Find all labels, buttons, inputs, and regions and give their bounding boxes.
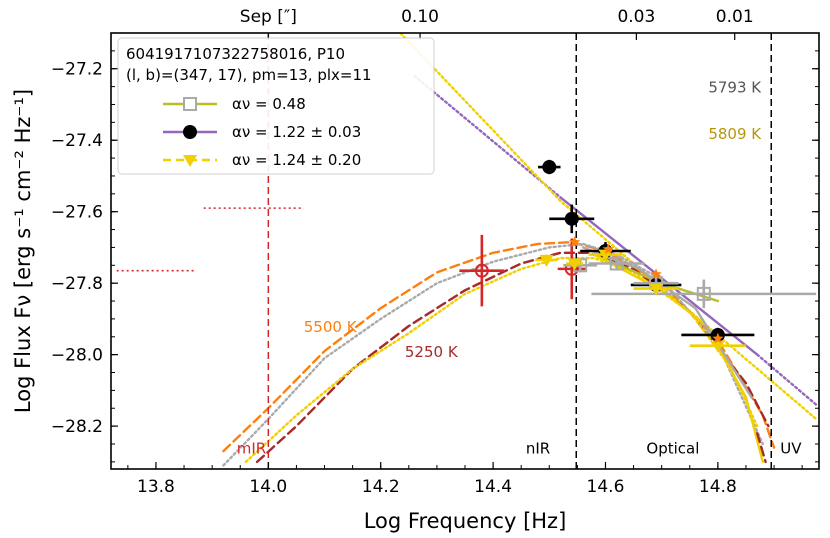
top-axis-title: Sep [″] — [240, 7, 297, 27]
legend-marker-1 — [183, 125, 197, 139]
red-open-circles-point-0 — [474, 263, 489, 278]
curve-darkred-bb-5250 — [255, 251, 770, 464]
top-tick-label: 0.01 — [716, 7, 754, 27]
yellow-triangles-point-4 — [710, 340, 725, 353]
orange-stars-point-3 — [712, 332, 724, 344]
legend: 6041917107322758016, P10 (l, b)=(347, 17… — [117, 37, 435, 175]
temperature-label: 5500 K — [304, 318, 358, 336]
y-axis-title: Log Flux Fν [erg s⁻¹ cm⁻² Hz⁻¹] — [11, 89, 35, 413]
curve-yellow-bb-5809 — [244, 256, 759, 464]
y-tick-label: −28.0 — [51, 346, 103, 366]
legend-title-1: 6041917107322758016, P10 — [126, 45, 345, 63]
legend-marker-0 — [183, 97, 197, 111]
legend-label-2: αν = 1.24 ± 0.20 — [232, 151, 361, 169]
y-tick-label: −27.8 — [51, 274, 103, 294]
legend-title-2: (l, b)=(347, 17), pm=13, plx=11 — [126, 66, 372, 84]
y-tick-label: −27.2 — [51, 60, 103, 80]
legend-marker-2 — [183, 155, 197, 167]
band-label-optical: Optical — [646, 440, 699, 458]
top-tick-label: 0.10 — [401, 7, 439, 27]
x-axis-title: Log Frequency [Hz] — [364, 509, 567, 533]
yellow-triangles-point-1 — [567, 258, 582, 271]
x-tick-label: 13.8 — [137, 477, 175, 497]
band-label-nir: nIR — [526, 440, 550, 458]
y-tick-label: −27.4 — [51, 131, 103, 151]
x-tick-label: 14.8 — [699, 477, 737, 497]
temperature-label: 5809 K — [708, 125, 762, 143]
band-label-mir: mIR — [237, 440, 266, 458]
top-tick-label: 0.03 — [617, 7, 655, 27]
x-tick-label: 14.0 — [249, 477, 287, 497]
curve-gray-solid-fit — [581, 246, 753, 399]
orange-stars-point-0 — [568, 236, 581, 247]
legend-label-1: αν = 1.22 ± 0.03 — [232, 123, 361, 141]
x-tick-label: 14.6 — [587, 477, 625, 497]
curve-orange-bb-5500 — [222, 240, 776, 453]
black-circles-point-1 — [564, 211, 579, 226]
x-tick-label: 14.4 — [474, 477, 512, 497]
gray-open-squares-point-1 — [609, 256, 624, 271]
yellow-triangles-point-2 — [598, 249, 613, 262]
yellow-triangles-point-0 — [539, 254, 554, 267]
yellow-triangles-point-3 — [649, 283, 664, 296]
gray-open-squares-point-3 — [696, 286, 711, 301]
x-tick-label: 14.2 — [362, 477, 400, 497]
curve-purple-powerlaw — [559, 196, 759, 356]
legend-label-0: αν = 0.48 — [232, 95, 306, 113]
orange-stars-point-1 — [602, 243, 614, 255]
curve-darkred-dashed-tail — [756, 432, 767, 464]
legend-box — [117, 37, 435, 175]
temperature-label: 5793 K — [708, 79, 762, 97]
orange-stars-point-2 — [650, 268, 662, 280]
curve-purple-powerlaw-ext2 — [756, 353, 818, 406]
y-tick-label: −28.2 — [51, 417, 103, 437]
curve-purple-powerlaw-ext — [413, 74, 562, 199]
y-tick-label: −27.6 — [51, 203, 103, 223]
temperature-label: 5250 K — [405, 343, 459, 361]
band-label-uv: UV — [780, 440, 802, 458]
black-circles-point-0 — [542, 160, 557, 175]
